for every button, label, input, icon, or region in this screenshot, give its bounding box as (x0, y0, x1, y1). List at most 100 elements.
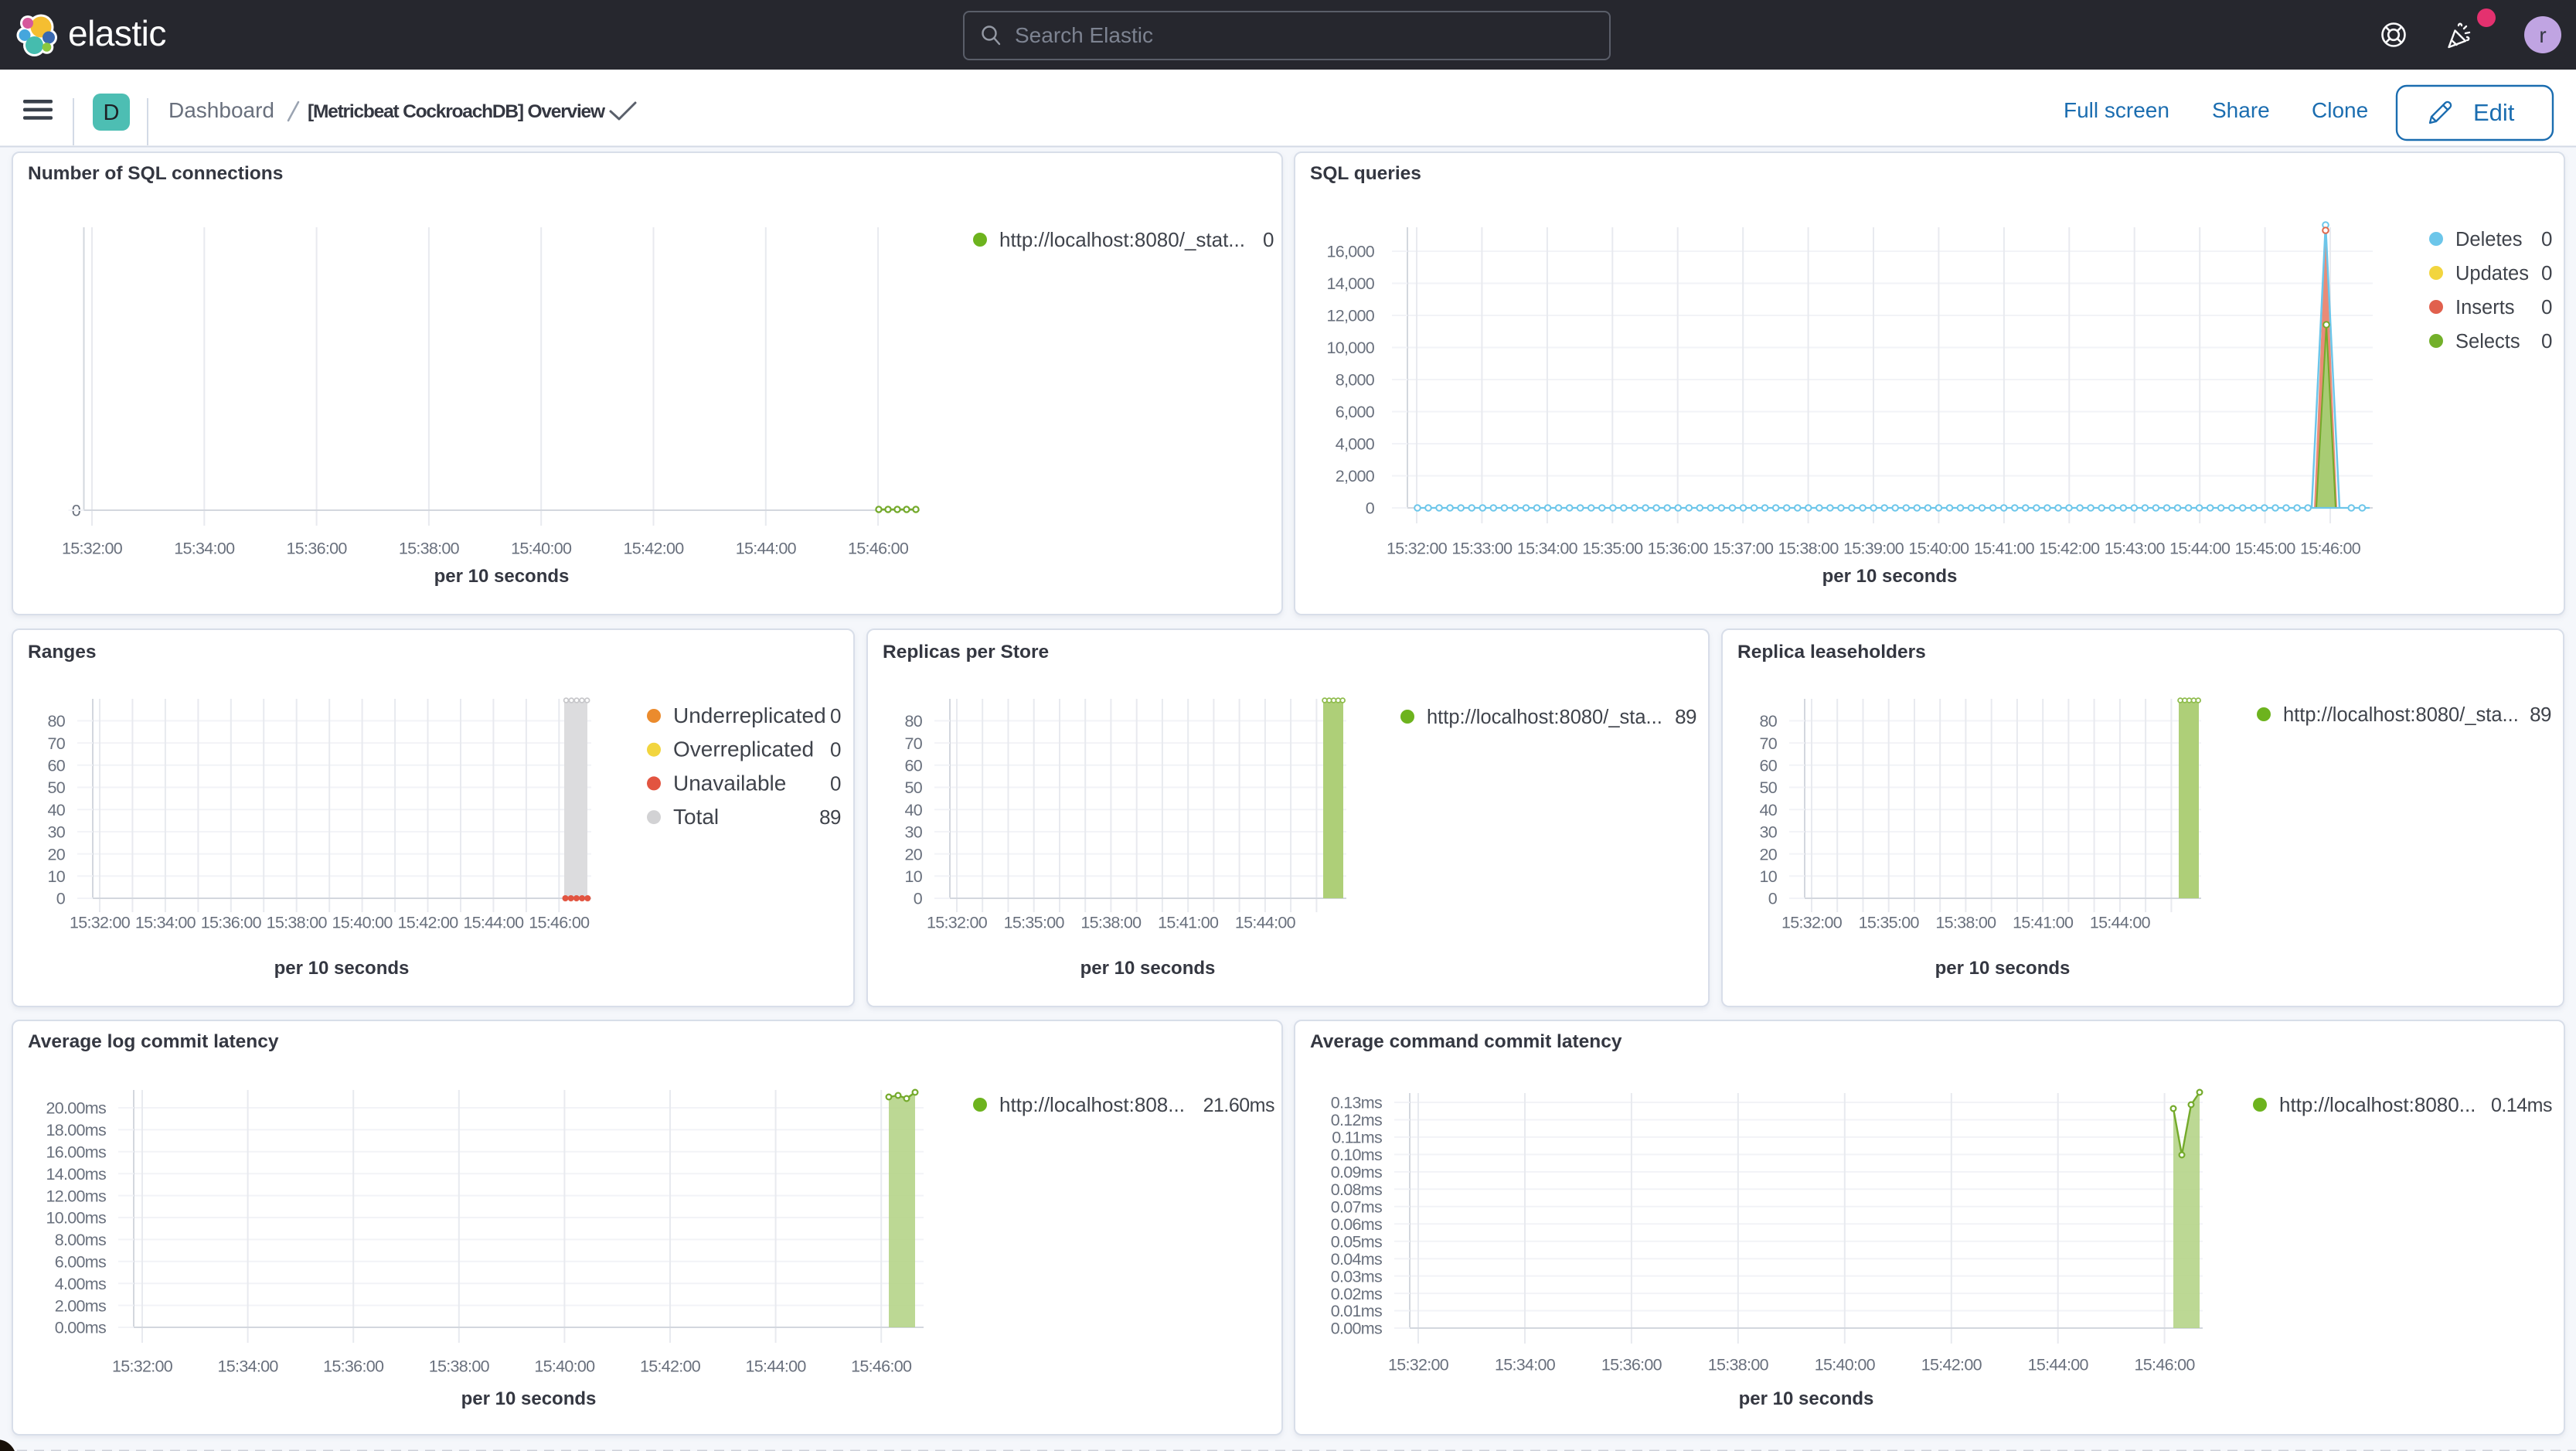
svg-text:0: 0 (2541, 261, 2552, 284)
svg-text:0.06ms: 0.06ms (1331, 1215, 1382, 1234)
svg-text:Dashboard: Dashboard (168, 98, 274, 122)
svg-text:15:46:00: 15:46:00 (851, 1357, 912, 1376)
svg-text:Unavailable: Unavailable (673, 771, 786, 795)
svg-text:10: 10 (1759, 867, 1777, 886)
svg-text:[Metricbeat CockroachDB] Overv: [Metricbeat CockroachDB] Overview (308, 101, 606, 122)
svg-text:0: 0 (830, 738, 841, 761)
svg-text:per 10 seconds: per 10 seconds (434, 566, 570, 587)
svg-text:15:33:00: 15:33:00 (1451, 540, 1513, 558)
svg-text:15:40:00: 15:40:00 (534, 1357, 595, 1376)
svg-text:70: 70 (1759, 734, 1777, 753)
svg-text:15:41:00: 15:41:00 (1974, 540, 2035, 558)
svg-text:10.00ms: 10.00ms (46, 1209, 106, 1228)
svg-text:Share: Share (2212, 98, 2270, 122)
svg-text:15:34:00: 15:34:00 (1495, 1356, 1556, 1374)
svg-text:15:41:00: 15:41:00 (2013, 914, 2074, 932)
svg-text:15:39:00: 15:39:00 (1843, 540, 1904, 558)
svg-text:15:36:00: 15:36:00 (323, 1357, 384, 1376)
svg-text:Full screen: Full screen (2064, 98, 2169, 122)
svg-text:http://localhost:8080/_sta...: http://localhost:8080/_sta... (1427, 707, 1662, 728)
svg-text:4,000: 4,000 (1336, 435, 1375, 454)
svg-text:Replica leaseholders: Replica leaseholders (1737, 642, 1926, 662)
svg-text:Search Elastic: Search Elastic (1015, 23, 1153, 47)
svg-text:15:36:00: 15:36:00 (287, 540, 348, 558)
svg-text:15:32:00: 15:32:00 (112, 1357, 173, 1376)
svg-text:8,000: 8,000 (1336, 371, 1375, 390)
svg-text:0.01ms: 0.01ms (1331, 1302, 1382, 1320)
svg-text:15:32:00: 15:32:00 (62, 540, 123, 558)
svg-text:80: 80 (1759, 712, 1777, 731)
svg-text:0.00ms: 0.00ms (55, 1319, 106, 1337)
svg-text:http://localhost:808...: http://localhost:808... (999, 1093, 1185, 1116)
svg-text:15:38:00: 15:38:00 (1935, 914, 1996, 932)
svg-text:Updates: Updates (2455, 263, 2529, 284)
svg-text:Total: Total (673, 805, 719, 829)
svg-text:Replicas per Store: Replicas per Store (883, 642, 1049, 662)
svg-text:15:38:00: 15:38:00 (399, 540, 460, 558)
svg-text:Inserts: Inserts (2455, 297, 2515, 318)
svg-text:14,000: 14,000 (1326, 274, 1374, 293)
svg-text:per 10 seconds: per 10 seconds (1739, 1388, 1874, 1409)
svg-text:12,000: 12,000 (1326, 307, 1374, 325)
svg-text:0: 0 (830, 771, 841, 795)
svg-text:15:44:00: 15:44:00 (2090, 914, 2151, 932)
svg-text:10: 10 (47, 867, 65, 886)
svg-text:18.00ms: 18.00ms (46, 1121, 106, 1139)
svg-text:15:34:00: 15:34:00 (1517, 540, 1578, 558)
svg-text:89: 89 (1675, 705, 1696, 728)
svg-text:6.00ms: 6.00ms (55, 1253, 106, 1272)
svg-text:30: 30 (1759, 823, 1777, 842)
svg-text:0: 0 (2541, 295, 2552, 318)
svg-text:60: 60 (47, 757, 65, 775)
svg-text:15:38:00: 15:38:00 (267, 914, 328, 932)
svg-text:15:38:00: 15:38:00 (1778, 540, 1839, 558)
svg-text:per 10 seconds: per 10 seconds (1935, 958, 2071, 979)
svg-text:15:35:00: 15:35:00 (1582, 540, 1643, 558)
svg-text:Number of SQL connections: Number of SQL connections (28, 163, 283, 184)
svg-text:15:38:00: 15:38:00 (1708, 1356, 1769, 1374)
svg-text:15:43:00: 15:43:00 (2105, 540, 2166, 558)
svg-text:80: 80 (904, 712, 922, 731)
svg-text:r: r (2539, 23, 2546, 47)
svg-text:80: 80 (47, 712, 65, 731)
svg-text:15:35:00: 15:35:00 (1859, 914, 1920, 932)
svg-text:15:37:00: 15:37:00 (1713, 540, 1774, 558)
svg-text:0: 0 (1366, 499, 1375, 518)
svg-text:0.08ms: 0.08ms (1331, 1180, 1382, 1199)
svg-text:Average log commit latency: Average log commit latency (28, 1031, 279, 1052)
svg-text:Underreplicated: Underreplicated (673, 703, 826, 727)
svg-text:Overreplicated: Overreplicated (673, 737, 814, 761)
svg-text:20: 20 (47, 845, 65, 863)
svg-text:Edit: Edit (2473, 99, 2515, 126)
svg-text:Deletes: Deletes (2455, 229, 2522, 250)
svg-text:15:42:00: 15:42:00 (2039, 540, 2100, 558)
svg-text:0: 0 (914, 890, 923, 908)
svg-text:15:32:00: 15:32:00 (70, 914, 131, 932)
svg-text:14.00ms: 14.00ms (46, 1165, 106, 1184)
svg-text:40: 40 (904, 801, 922, 819)
svg-text:SQL queries: SQL queries (1310, 163, 1421, 184)
svg-text:70: 70 (47, 734, 65, 753)
svg-text:0: 0 (1263, 228, 1274, 251)
svg-text:2,000: 2,000 (1336, 467, 1375, 485)
svg-text:0.12ms: 0.12ms (1331, 1111, 1382, 1129)
svg-text:per 10 seconds: per 10 seconds (1822, 566, 1958, 587)
svg-text:15:44:00: 15:44:00 (2028, 1356, 2089, 1374)
svg-text:21.60ms: 21.60ms (1203, 1095, 1274, 1116)
svg-text:15:32:00: 15:32:00 (927, 914, 988, 932)
svg-text:0.02ms: 0.02ms (1331, 1285, 1382, 1303)
svg-text:15:32:00: 15:32:00 (1387, 540, 1448, 558)
svg-text:60: 60 (904, 757, 922, 775)
svg-text:15:44:00: 15:44:00 (746, 1357, 807, 1376)
svg-text:15:38:00: 15:38:00 (1080, 914, 1142, 932)
svg-text:0: 0 (2541, 227, 2552, 250)
svg-text:16.00ms: 16.00ms (46, 1143, 106, 1162)
svg-text:Clone: Clone (2312, 98, 2368, 122)
svg-text:0.11ms: 0.11ms (1332, 1129, 1382, 1147)
svg-text:per 10 seconds: per 10 seconds (461, 1388, 597, 1409)
svg-text:http://localhost:8080...: http://localhost:8080... (2279, 1093, 2476, 1116)
svg-text:15:36:00: 15:36:00 (201, 914, 262, 932)
svg-text:15:45:00: 15:45:00 (2235, 540, 2296, 558)
svg-text:D: D (104, 100, 120, 125)
svg-text:15:40:00: 15:40:00 (332, 914, 393, 932)
